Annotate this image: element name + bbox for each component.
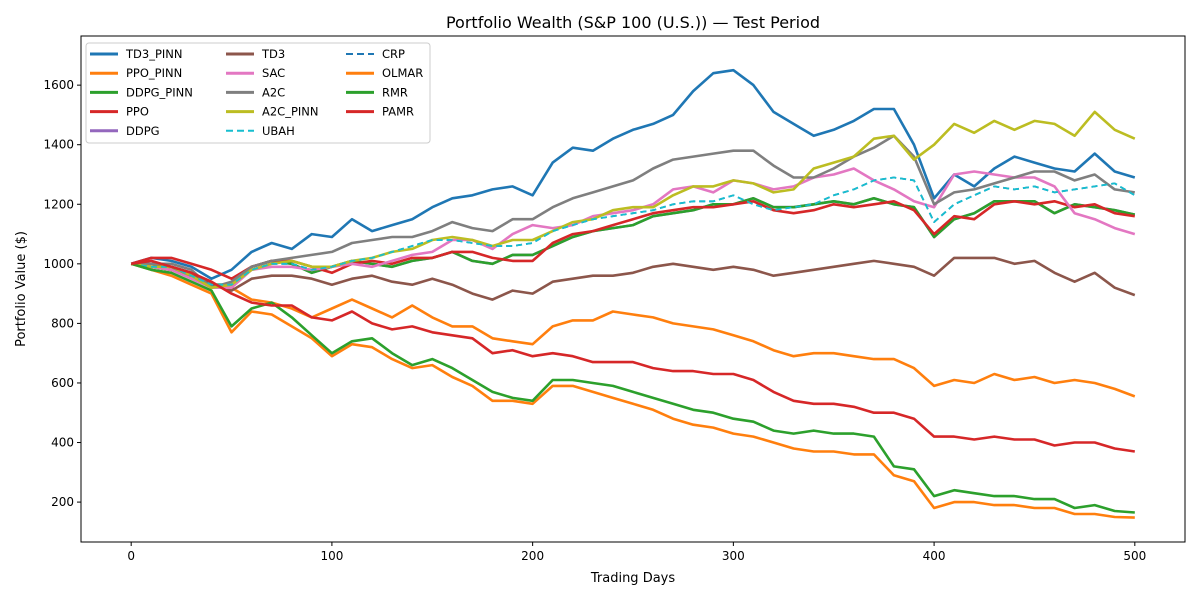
x-axis: 0 100 200 300 400 500 xyxy=(127,542,1146,563)
legend-item-td3-pinn: TD3_PINN xyxy=(90,47,182,61)
legend-box xyxy=(85,42,431,144)
series-line-ubah xyxy=(131,176,1136,286)
series-line-a2c xyxy=(131,134,1135,290)
legend-label: DDPG xyxy=(126,124,160,138)
y-tick-label: 600 xyxy=(51,376,74,390)
series-line-pamr xyxy=(131,259,1135,453)
legend-label: TD3_PINN xyxy=(125,47,182,61)
y-tick-label: 1200 xyxy=(43,197,74,211)
x-tick-label: 100 xyxy=(320,549,343,563)
legend-item-ppo: PPO xyxy=(90,105,149,119)
legend-item-crp: CRP xyxy=(346,47,405,61)
legend-item-a2c: A2C xyxy=(226,85,285,99)
series-lines xyxy=(130,68,1136,519)
series-line-crp xyxy=(131,176,1136,286)
legend-label: DDPG_PINN xyxy=(126,85,193,99)
legend-label: TD3 xyxy=(261,47,285,61)
legend-label: PPO_PINN xyxy=(126,66,182,80)
y-axis: 200 400 600 800 1000 1200 1400 1600 xyxy=(43,78,81,509)
legend-item-td3: TD3 xyxy=(226,47,285,61)
legend-item-a2c-pinn: A2C_PINN xyxy=(226,105,319,119)
y-tick-label: 400 xyxy=(51,436,74,450)
legend-label: RMR xyxy=(382,85,408,99)
legend-label: OLMAR xyxy=(382,66,423,80)
legend-item-rmr: RMR xyxy=(346,85,408,99)
legend-item-pamr: PAMR xyxy=(346,105,414,119)
legend-item-ddpg-pinn: DDPG_PINN xyxy=(90,85,193,99)
series-line-a2c-pinn xyxy=(131,110,1136,290)
plot-frame xyxy=(80,35,1186,543)
legend-label: A2C xyxy=(262,85,285,99)
series-line-olmar xyxy=(130,262,1135,519)
legend-label: UBAH xyxy=(262,124,295,138)
legend-item-ppo-pinn: PPO_PINN xyxy=(90,66,182,80)
y-tick-label: 1600 xyxy=(43,78,74,92)
y-tick-label: 1400 xyxy=(43,138,74,152)
series-line-ppo-pinn xyxy=(131,262,1136,398)
legend-item-sac: SAC xyxy=(226,66,285,80)
x-tick-label: 200 xyxy=(521,549,544,563)
legend-item-olmar: OLMAR xyxy=(346,66,423,80)
x-tick-label: 500 xyxy=(1123,549,1146,563)
series-line-td3-pinn xyxy=(130,68,1136,281)
legend-item-ubah: UBAH xyxy=(226,124,295,138)
legend-item-ddpg: DDPG xyxy=(90,124,160,138)
series-line-sac xyxy=(131,167,1136,290)
legend-label: PPO xyxy=(126,105,149,119)
series-line-rmr xyxy=(130,262,1135,514)
y-tick-label: 1000 xyxy=(43,257,74,271)
chart-title: Portfolio Wealth (S&P 100 (U.S.)) — Test… xyxy=(446,13,820,32)
legend-label: SAC xyxy=(262,66,285,80)
x-tick-label: 0 xyxy=(127,549,135,563)
legend-label: CRP xyxy=(382,47,405,61)
x-tick-label: 400 xyxy=(923,549,946,563)
x-axis-label: Trading Days xyxy=(590,571,675,586)
legend: TD3_PINN PPO_PINN DDPG_PINN PPO DDPG TD3 SAC A2… xyxy=(85,42,431,144)
y-tick-label: 200 xyxy=(51,495,74,509)
series-line-td3 xyxy=(131,256,1136,301)
legend-label: PAMR xyxy=(382,105,414,119)
legend-label: A2C_PINN xyxy=(262,105,319,119)
y-tick-label: 800 xyxy=(51,316,74,330)
x-tick-label: 300 xyxy=(722,549,745,563)
y-axis-label: Portfolio Value ($) xyxy=(14,231,29,347)
